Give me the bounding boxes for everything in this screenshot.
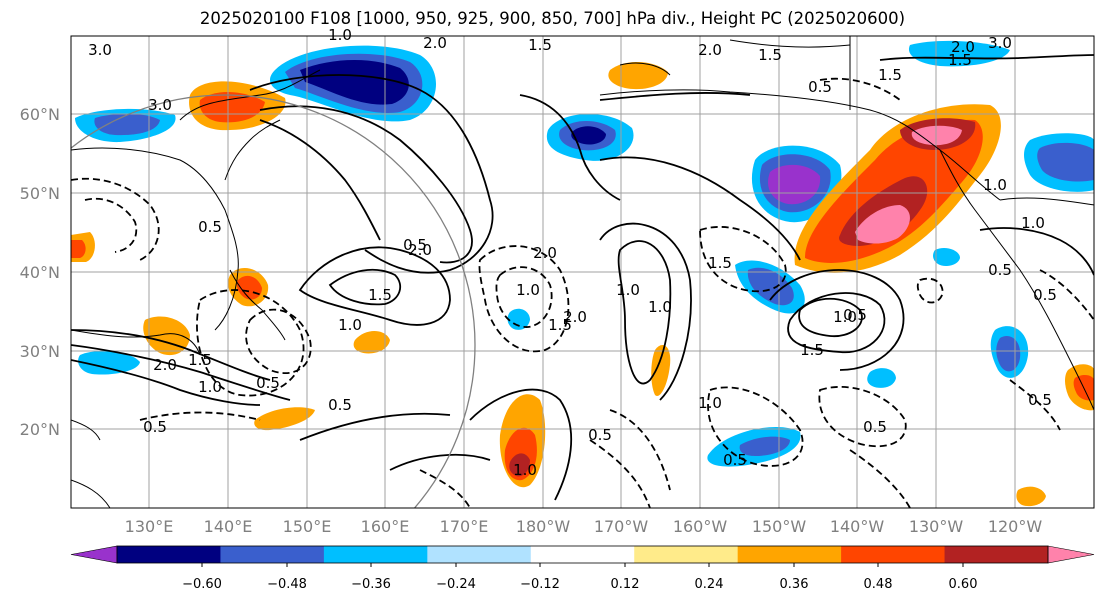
lon-tick-label: 140°W bbox=[830, 517, 885, 536]
contour-label: 1.5 bbox=[368, 286, 392, 304]
height-contours-positive bbox=[71, 54, 1094, 501]
contour-label: 1.5 bbox=[548, 316, 572, 334]
colorbar-tick-label: −0.12 bbox=[520, 577, 560, 592]
contour-label: 0.5 bbox=[863, 418, 887, 436]
colorbar-segment bbox=[323, 546, 428, 563]
colorbar-segment bbox=[634, 546, 739, 563]
contour-label: 1.0 bbox=[338, 316, 362, 334]
lon-tick-label: 170°E bbox=[440, 517, 489, 536]
lon-tick-label: 160°W bbox=[673, 517, 728, 536]
contour-label: 3.0 bbox=[88, 41, 112, 59]
colorbar-segment bbox=[737, 546, 842, 563]
contour-label: 0.5 bbox=[988, 261, 1012, 279]
contour-label: 1.0 bbox=[513, 461, 537, 479]
contour-label: 2.0 bbox=[563, 308, 587, 326]
latitude-tick-labels: 60°N 50°N 40°N 30°N 20°N bbox=[20, 105, 60, 439]
colorbar-segment bbox=[1047, 545, 1095, 564]
reference-circle bbox=[71, 94, 476, 508]
colorbar-tick-label: −0.24 bbox=[436, 577, 476, 592]
contour-label: 0.5 bbox=[723, 451, 747, 469]
contour-label: 2.0 bbox=[153, 356, 177, 374]
lat-tick-label: 50°N bbox=[20, 184, 60, 203]
colorbar-tick-label: 0.36 bbox=[780, 577, 809, 592]
colorbar-segment bbox=[117, 546, 221, 563]
map-title: 2025020100 F108 [1000, 950, 925, 900, 85… bbox=[199, 9, 906, 28]
lat-tick-label: 30°N bbox=[20, 342, 60, 361]
longitude-tick-labels: 130°E 140°E 150°E 160°E 170°E 180°W 170°W 160°W… bbox=[125, 517, 1043, 536]
contour-label: 1.0 bbox=[698, 394, 722, 412]
contour-label: 1.5 bbox=[758, 46, 782, 64]
colorbar-tick-label: 0.24 bbox=[695, 577, 724, 592]
contour-label: 0.5 bbox=[808, 78, 832, 96]
contour-label: 0.5 bbox=[403, 236, 427, 254]
lon-tick-label: 160°E bbox=[361, 517, 410, 536]
lat-tick-label: 20°N bbox=[20, 420, 60, 439]
contour-label: 1.5 bbox=[528, 36, 552, 54]
lat-tick-label: 40°N bbox=[20, 263, 60, 282]
colorbar-tick-labels: −0.60 −0.48 −0.36 −0.24 −0.12 0.12 0.24 0.36 0.4… bbox=[182, 563, 977, 592]
contour-label: 1.0 bbox=[1021, 214, 1045, 232]
lon-tick-label: 140°E bbox=[204, 517, 253, 536]
colorbar-frame bbox=[116, 545, 1049, 564]
contour-label: 1.5 bbox=[708, 254, 732, 272]
lon-tick-label: 130°W bbox=[909, 517, 964, 536]
coastlines bbox=[71, 36, 1094, 508]
colorbar-tick-label: −0.36 bbox=[351, 577, 391, 592]
contour-label: 2.0 bbox=[698, 41, 722, 59]
contour-label: 0.5 bbox=[198, 218, 222, 236]
contour-label: 0.5 bbox=[328, 396, 352, 414]
contour-label: 2.0 bbox=[533, 244, 557, 262]
lon-tick-label: 150°E bbox=[283, 517, 332, 536]
colorbar-tick-label: −0.60 bbox=[182, 577, 222, 592]
lon-tick-label: 170°W bbox=[594, 517, 649, 536]
lon-tick-label: 150°W bbox=[752, 517, 807, 536]
contour-label: 1.5 bbox=[800, 341, 824, 359]
map-frame bbox=[70, 35, 1095, 509]
colorbar-tick-label: 0.48 bbox=[864, 577, 893, 592]
contour-label: 1.0 bbox=[328, 26, 352, 44]
colorbar-tick-label: −0.48 bbox=[267, 577, 307, 592]
colorbar bbox=[70, 545, 1095, 564]
colorbar-tick-label: 0.12 bbox=[611, 577, 640, 592]
contour-label: 0.5 bbox=[588, 426, 612, 444]
colorbar-tick-label: 0.60 bbox=[949, 577, 978, 592]
divergence-shading bbox=[71, 40, 1094, 507]
contour-label: 2.0 bbox=[408, 241, 432, 259]
height-contours-negative bbox=[71, 77, 1094, 508]
lat-tick-label: 60°N bbox=[20, 105, 60, 124]
colorbar-segment bbox=[220, 546, 325, 563]
lon-tick-label: 120°W bbox=[988, 517, 1043, 536]
contour-label: 0.5 bbox=[143, 418, 167, 436]
contour-label: 0.5 bbox=[256, 374, 280, 392]
colorbar-segment bbox=[70, 545, 118, 564]
contour-label: 1.0 bbox=[616, 281, 640, 299]
contour-label: 1.0 bbox=[648, 298, 672, 316]
contour-label: 1.5 bbox=[948, 51, 972, 69]
colorbar-segment bbox=[530, 546, 635, 563]
contour-label: 1.0 bbox=[833, 308, 857, 326]
contour-label: 1.0 bbox=[516, 281, 540, 299]
colorbar-segment bbox=[841, 546, 946, 563]
lon-tick-label: 130°E bbox=[125, 517, 174, 536]
contour-label: 3.0 bbox=[148, 96, 172, 114]
contour-label: 0.5 bbox=[843, 306, 867, 324]
colorbar-segment bbox=[427, 546, 532, 563]
contour-label: 2.0 bbox=[423, 34, 447, 52]
contour-label: 0.5 bbox=[1033, 286, 1057, 304]
contour-labels: 3.0 2.0 1.5 2.0 1.53.02.0 3.01.50.51.00.52.01… bbox=[88, 26, 1057, 479]
contour-label: 1.0 bbox=[198, 378, 222, 396]
lon-tick-label: 180°W bbox=[516, 517, 571, 536]
colorbar-segment bbox=[944, 546, 1049, 563]
contour-label: 2.0 bbox=[951, 38, 975, 56]
contour-label: 3.0 bbox=[988, 34, 1012, 52]
contour-label: 1.5 bbox=[188, 351, 212, 369]
contour-label: 1.5 bbox=[878, 66, 902, 84]
contour-label: 1.0 bbox=[983, 176, 1007, 194]
contour-label: 0.5 bbox=[1028, 391, 1052, 409]
